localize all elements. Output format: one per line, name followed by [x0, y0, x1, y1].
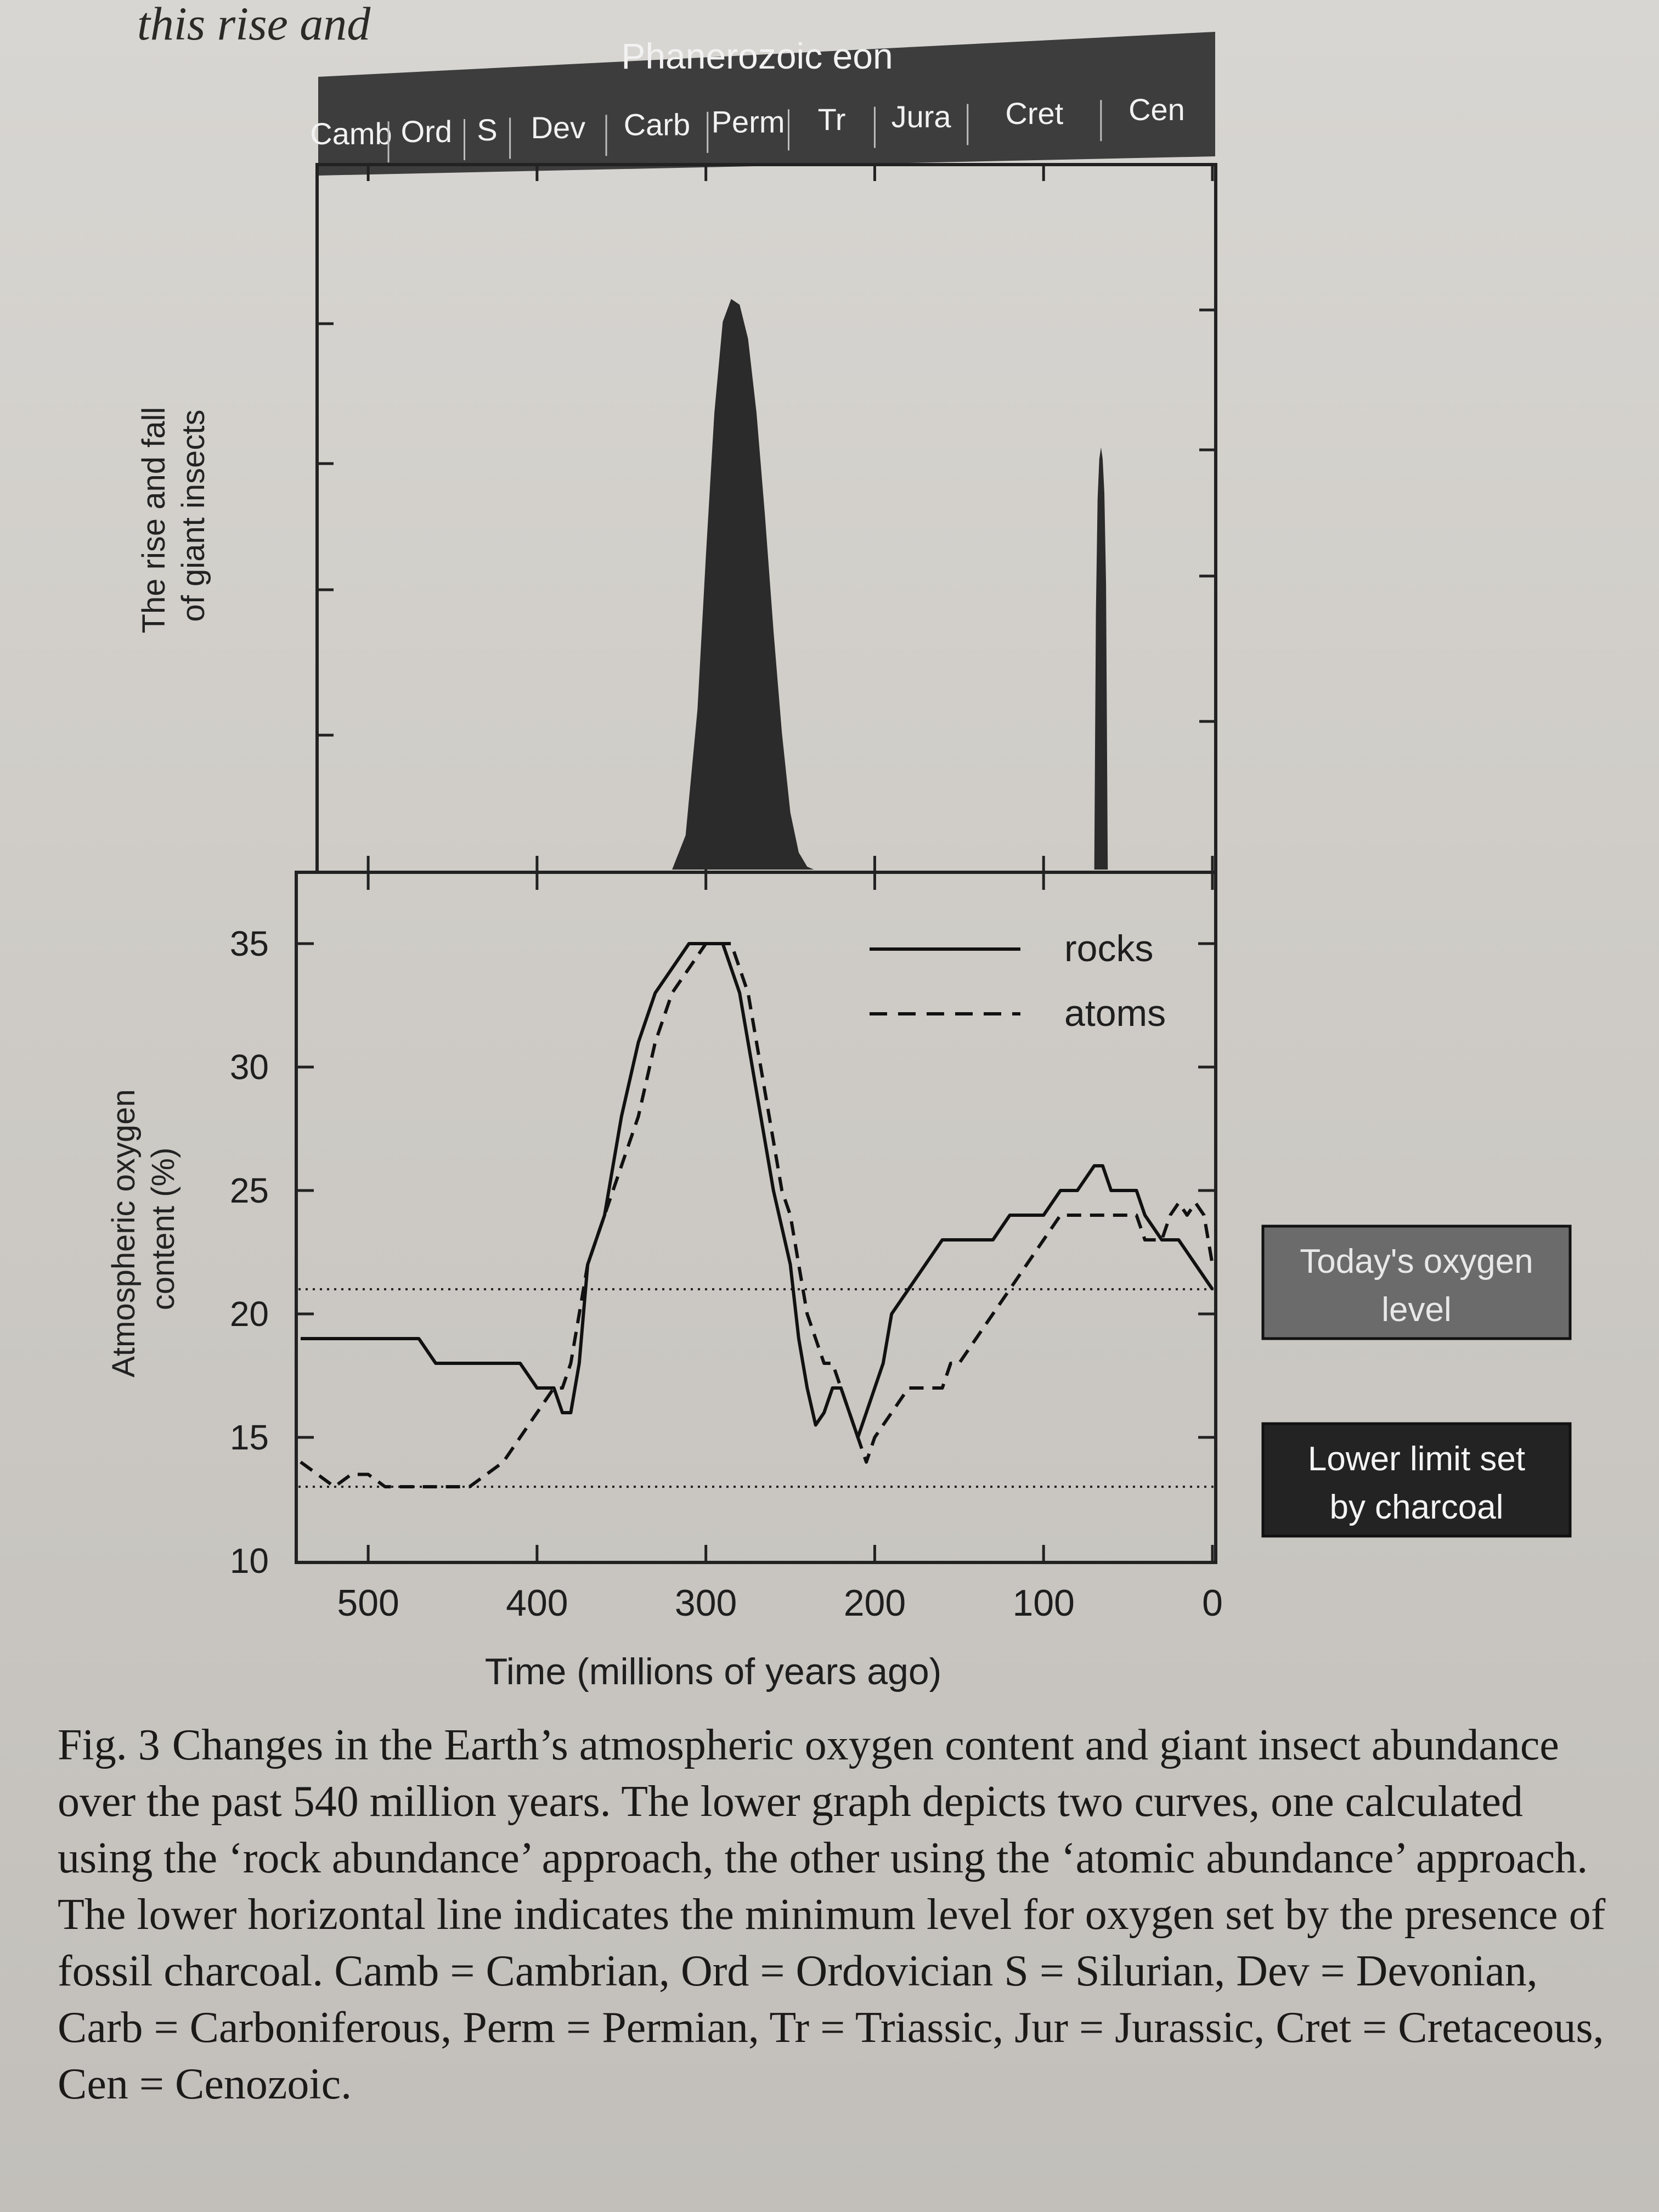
- x-tick-label: 200: [844, 1582, 906, 1624]
- legend-label-rocks: rocks: [1064, 928, 1153, 969]
- x-tick-label: 0: [1202, 1582, 1223, 1624]
- reference-boxes: Today's oxygen level Lower limit set by cha…: [1261, 1224, 1572, 1538]
- x-tick-label: 400: [506, 1582, 568, 1624]
- period-labels: Camb Ord S Dev Carb Perm Tr Jura Cret Cen: [310, 92, 1185, 163]
- period-label-camb: Camb: [310, 116, 392, 151]
- reference-box-text: Today's oxygen: [1300, 1243, 1533, 1280]
- series-line-atoms: [300, 942, 1214, 1488]
- series-line-rocks: [301, 942, 1214, 1439]
- period-label-s: S: [477, 112, 497, 147]
- x-tick-label: 300: [675, 1582, 737, 1624]
- y-tick-label: 30: [230, 1047, 269, 1087]
- period-label-cen: Cen: [1128, 92, 1185, 127]
- reference-box-text: by charcoal: [1329, 1488, 1503, 1526]
- insect-abundance-areas: [672, 299, 1108, 870]
- period-header-band: [318, 32, 1215, 176]
- period-label-dev: Dev: [531, 110, 586, 145]
- reference-lines: [298, 1288, 1214, 1488]
- oxygen-series: [300, 942, 1214, 1488]
- period-label-perm: Perm: [712, 104, 785, 139]
- oxygen-axis-label: Atmospheric oxygen content (%): [106, 1080, 181, 1378]
- legend-label-atoms: atoms: [1064, 992, 1166, 1034]
- reference-box-2: Lower limit set by charcoal: [1261, 1422, 1572, 1538]
- previous-text-line: this rise and: [137, 0, 371, 50]
- oxygen-panel-ticks: 10 15 20 25 30 35 500 400 300 200 100 0: [230, 872, 1223, 1624]
- y-tick-label: 20: [230, 1294, 269, 1334]
- period-label-ord: Ord: [401, 114, 452, 149]
- oxygen-insect-chart: Phanerozoic eon Camb Ord S Dev Carb Perm Tr Jur…: [106, 32, 1572, 1692]
- reference-box-bg: [1261, 1224, 1572, 1340]
- figure-caption: Fig. 3 Changes in the Earth’s atmospheric…: [58, 1717, 1627, 2113]
- oxygen-ylabel-line-2: content (%): [145, 1148, 181, 1311]
- oxygen-panel-frame: [295, 871, 1217, 1564]
- period-label-tr: Tr: [818, 102, 846, 137]
- reference-box-1: Today's oxygen level: [1261, 1224, 1572, 1340]
- chart-legend: rocks atoms: [870, 928, 1166, 1034]
- insect-panel-ticks: [317, 165, 1216, 872]
- figure-3: Phanerozoic eon Camb Ord S Dev Carb Perm Tr Jur…: [106, 32, 1572, 1692]
- x-axis-title: Time (millions of years ago): [485, 1651, 942, 1692]
- reference-box-bg: [1261, 1422, 1572, 1538]
- y-tick-label: 15: [230, 1418, 269, 1457]
- y-tick-label: 25: [230, 1171, 269, 1210]
- eon-label: Phanerozoic eon: [621, 36, 893, 76]
- insect-ylabel-line-2: of giant insects: [176, 410, 211, 622]
- insect-peak-1: [672, 299, 814, 870]
- insect-axis-label: The rise and fall of giant insects: [136, 398, 211, 634]
- y-tick-label: 10: [230, 1541, 269, 1581]
- y-tick-label: 35: [230, 924, 269, 963]
- oxygen-ylabel-line-1: Atmospheric oxygen: [106, 1089, 142, 1377]
- period-label-cret: Cret: [1005, 96, 1063, 131]
- period-label-carb: Carb: [624, 107, 690, 142]
- period-label-jura: Jura: [891, 99, 952, 134]
- reference-box-text: level: [1381, 1291, 1452, 1329]
- insect-ylabel-line-1: The rise and fall: [136, 407, 172, 634]
- insect-peak-2: [1094, 447, 1108, 870]
- caption-text: Changes in the Earth’s atmospheric oxyge…: [58, 1721, 1606, 2108]
- reference-box-text: Lower limit set: [1308, 1440, 1525, 1478]
- x-tick-label: 100: [1012, 1582, 1074, 1624]
- caption-figure-number: Fig. 3: [58, 1721, 160, 1769]
- x-tick-label: 500: [337, 1582, 399, 1624]
